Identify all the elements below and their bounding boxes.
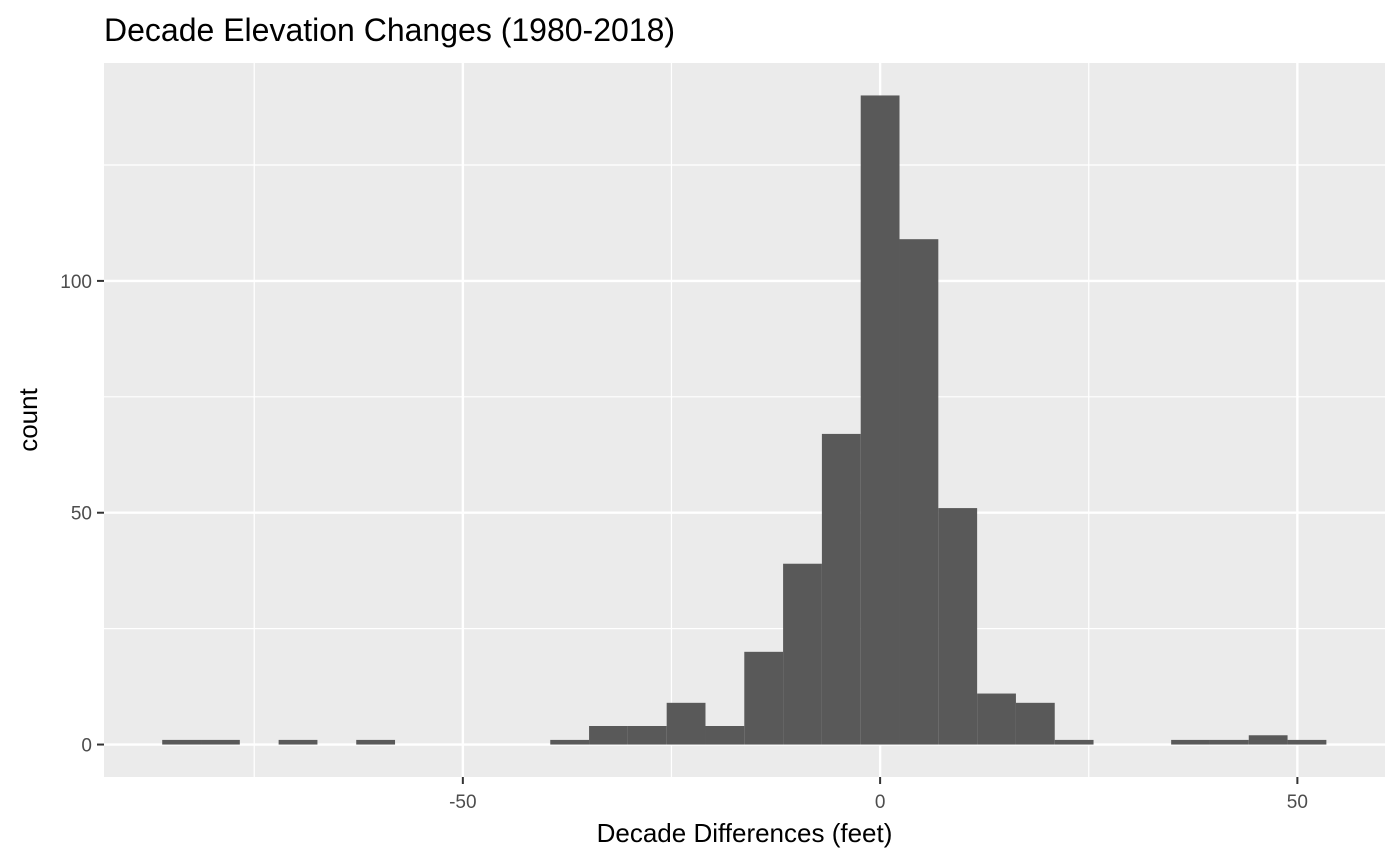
histogram-bar-9 [744,651,784,745]
y-tick-label-2: 100 [60,272,92,293]
x-tick-label-0: -50 [449,792,476,813]
histogram-bar-12 [860,95,900,745]
y-tick-label-1: 50 [71,504,92,525]
y-tick-label-0: 0 [81,736,92,757]
histogram-bar-5 [589,726,628,745]
x-axis: -50 0 50 [449,777,1308,813]
histogram-bar-6 [627,726,667,745]
histogram-bar-15 [977,693,1016,745]
histogram-bar-3 [356,739,396,745]
histogram-bar-10 [783,563,822,745]
histogram-bar-11 [821,433,861,745]
x-tick-label-1: 0 [875,792,886,813]
y-axis: 0 50 100 [60,272,104,757]
y-axis-title: count [13,387,43,451]
histogram-bar-7 [666,702,706,745]
histogram-bar-21 [1287,739,1327,745]
x-axis-title: Decade Differences (feet) [597,818,893,848]
histogram-bar-17 [1054,739,1094,745]
chart-title: Decade Elevation Changes (1980-2018) [104,12,675,48]
histogram-bar-4 [550,739,590,745]
histogram-bar-14 [938,508,978,745]
histogram-bar-20 [1248,735,1288,745]
minor-gridlines [104,63,1385,777]
x-tick-label-2: 50 [1287,792,1308,813]
histogram-bars [162,95,1327,745]
histogram-bar-0 [162,739,202,745]
histogram-bar-2 [278,739,318,745]
histogram-bar-16 [1015,702,1055,745]
histogram-bar-18 [1171,739,1210,745]
histogram-bar-1 [201,739,240,745]
histogram-bar-19 [1209,739,1249,745]
histogram-bar-8 [705,726,745,745]
histogram-bar-13 [899,239,939,745]
